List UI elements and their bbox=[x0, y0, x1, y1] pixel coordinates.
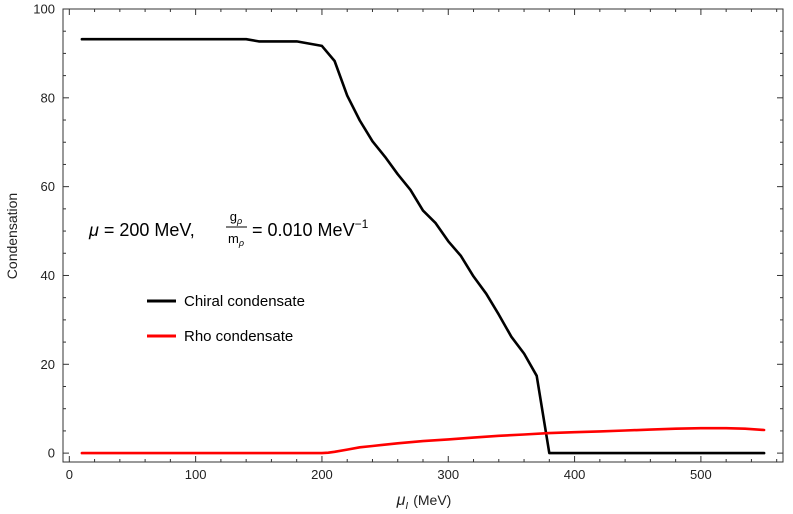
series-line-rho bbox=[80, 426, 766, 455]
axis-ticks: 0 100 200 300 400 500 0 20 40 60 80 100 bbox=[33, 2, 783, 482]
x-tick-label: 400 bbox=[564, 467, 586, 482]
annotation-frac-den: m bbox=[228, 231, 239, 246]
y-tick-label: 60 bbox=[41, 179, 55, 194]
y-tick-label: 20 bbox=[41, 357, 55, 372]
y-tick-label: 40 bbox=[41, 268, 55, 283]
legend-label-rho: Rho condensate bbox=[184, 328, 293, 345]
x-tick-label: 0 bbox=[66, 467, 73, 482]
y-tick-label: 100 bbox=[33, 2, 55, 17]
x-axis-symbol: μ bbox=[396, 492, 406, 509]
x-tick-label: 100 bbox=[185, 467, 207, 482]
series-layer bbox=[80, 37, 766, 455]
legend-label-chiral: Chiral condensate bbox=[184, 293, 305, 310]
y-tick-label: 0 bbox=[48, 446, 55, 461]
x-axis-unit: (MeV) bbox=[413, 492, 451, 508]
x-axis-label: μI (MeV) bbox=[396, 492, 452, 512]
annotation-frac-den-sub: ρ bbox=[238, 238, 244, 248]
series-line-chiral bbox=[80, 37, 766, 455]
svg-text:gρ: gρ bbox=[230, 209, 242, 226]
annotation-frac-num-sub: ρ bbox=[236, 216, 242, 226]
svg-text:= 0.010 MeV−1: = 0.010 MeV−1 bbox=[252, 217, 369, 240]
legend: Chiral condensate Rho condensate bbox=[147, 293, 305, 345]
svg-text:mρ: mρ bbox=[228, 231, 244, 248]
y-tick-label: 80 bbox=[41, 90, 55, 105]
annotation-rhs-exp: −1 bbox=[355, 217, 369, 231]
annotation-mu-value: = 200 MeV, bbox=[99, 220, 195, 240]
annotation-mu: μ bbox=[88, 220, 99, 240]
svg-text:μ = 200 MeV,: μ = 200 MeV, bbox=[88, 220, 195, 240]
annotation-frac-num: g bbox=[230, 209, 237, 224]
x-axis-subscript: I bbox=[405, 501, 408, 512]
annotation: μ = 200 MeV, gρ mρ = 0.010 MeV−1 bbox=[88, 209, 369, 248]
annotation-rhs: = 0.010 MeV bbox=[252, 220, 355, 240]
x-tick-label: 200 bbox=[311, 467, 333, 482]
x-tick-label: 500 bbox=[690, 467, 712, 482]
x-tick-label: 300 bbox=[437, 467, 459, 482]
y-axis-label: Condensation bbox=[4, 193, 20, 279]
